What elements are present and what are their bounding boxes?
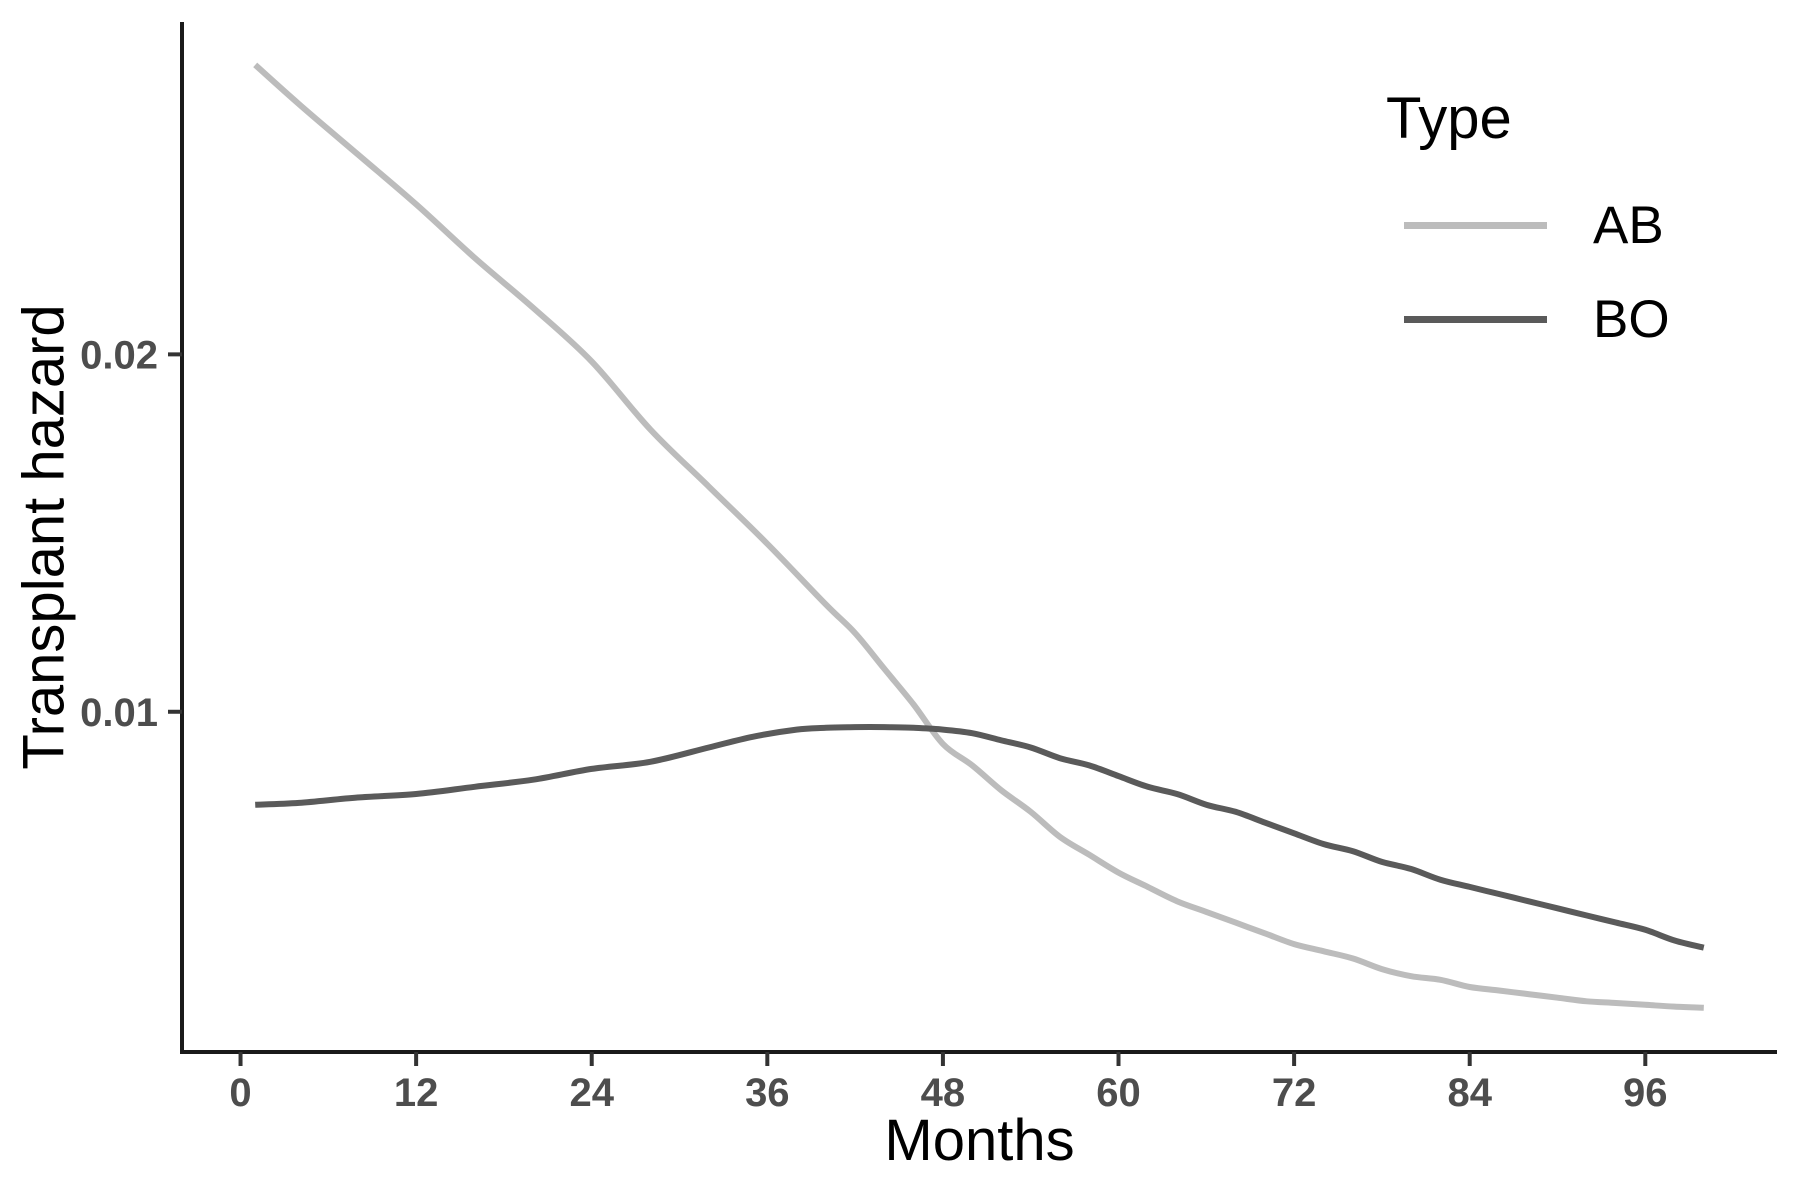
x-axis-title: Months <box>884 1108 1075 1173</box>
legend-line-swatch-bo <box>1404 316 1547 324</box>
x-tick-label: 36 <box>745 1071 790 1115</box>
x-tick-label: 0 <box>229 1071 251 1115</box>
series-line-ab <box>253 62 1704 1011</box>
series-line-bo <box>255 724 1705 951</box>
legend-line-swatch-ab <box>1404 222 1547 230</box>
x-tick-label: 48 <box>921 1071 966 1115</box>
legend-title: Type <box>1386 86 1512 151</box>
legend-item-ab: AB <box>1386 179 1670 273</box>
x-tick-label: 24 <box>569 1071 614 1115</box>
x-tick-label: 12 <box>394 1071 439 1115</box>
legend: Type AB BO <box>1386 86 1670 367</box>
y-tick-label: 0.02 <box>80 333 158 377</box>
legend-item-label: AB <box>1593 196 1664 256</box>
legend-rows: AB BO <box>1386 179 1670 367</box>
x-tick-label: 72 <box>1272 1071 1317 1115</box>
legend-item-bo: BO <box>1386 273 1670 367</box>
x-tick-label: 96 <box>1623 1071 1668 1115</box>
y-tick-label: 0.01 <box>80 691 158 735</box>
x-tick-label: 84 <box>1447 1071 1492 1115</box>
x-tick-label: 60 <box>1096 1071 1141 1115</box>
y-axis-title: Transplant hazard <box>11 304 77 770</box>
legend-item-label: BO <box>1593 290 1670 350</box>
